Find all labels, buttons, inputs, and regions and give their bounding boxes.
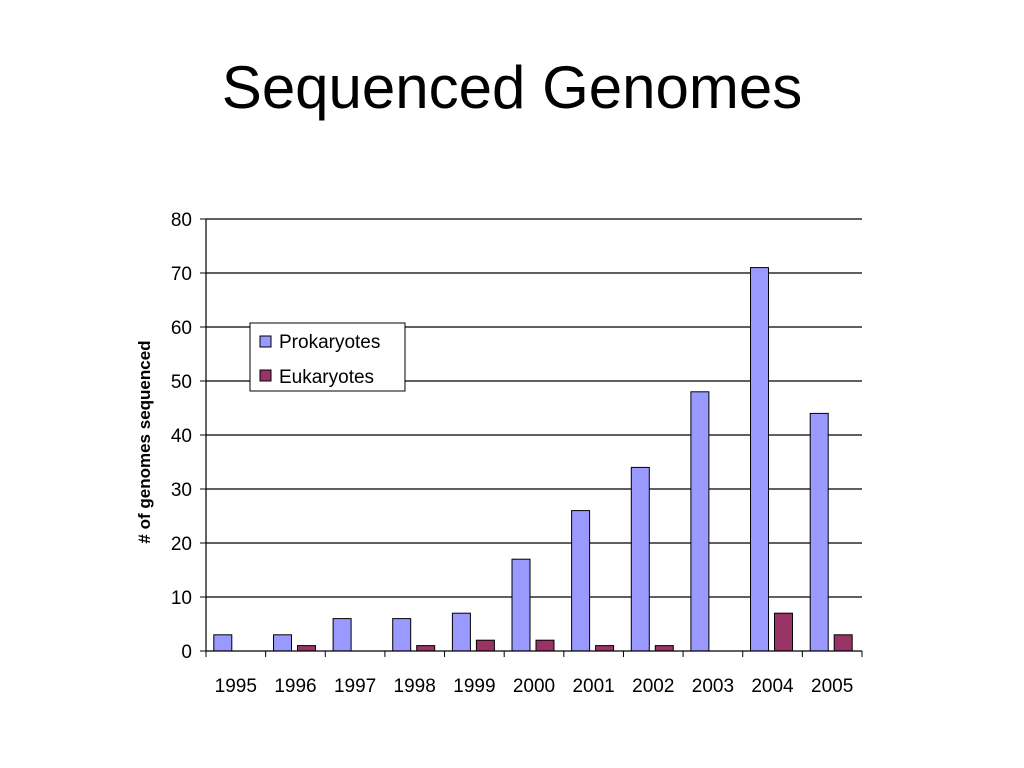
x-tick-label: 1999 — [453, 676, 495, 697]
y-tick-label: 40 — [171, 426, 192, 447]
bar-eukaryotes-1998 — [416, 645, 436, 652]
y-tick-label: 10 — [171, 588, 192, 609]
y-axis-title: # of genomes sequenced — [135, 340, 154, 543]
bar-eukaryotes-2005 — [833, 634, 853, 652]
x-tick-label: 2002 — [632, 676, 674, 697]
bar-prokaryotes-1995 — [213, 634, 233, 652]
bar-eukaryotes-2001 — [595, 645, 615, 652]
bar-prokaryotes-1999 — [451, 612, 471, 652]
bar-prokaryotes-1997 — [332, 618, 352, 652]
bar-prokaryotes-1996 — [273, 634, 292, 652]
legend-label-prokaryotes: Prokaryotes — [279, 332, 380, 353]
legend-swatch-eukaryotes — [259, 369, 272, 382]
y-tick-label: 50 — [171, 372, 192, 393]
x-tick-label: 2001 — [572, 676, 614, 697]
x-tick-label: 2003 — [692, 676, 734, 697]
legend: Prokaryotes Eukaryotes — [249, 322, 406, 392]
bar-eukaryotes-2000 — [535, 639, 555, 652]
bar-prokaryotes-2001 — [571, 510, 591, 652]
x-tick-label: 2004 — [751, 676, 794, 697]
bar-prokaryotes-2005 — [809, 412, 829, 652]
legend-label-eukaryotes: Eukaryotes — [279, 367, 374, 388]
bar-eukaryotes-1996 — [297, 645, 316, 652]
bars — [213, 267, 853, 652]
legend-box — [249, 322, 406, 392]
legend-swatch-prokaryotes — [259, 335, 272, 348]
y-tick-label: 80 — [171, 210, 192, 231]
bar-eukaryotes-2002 — [654, 645, 674, 652]
bar-eukaryotes-2004 — [774, 612, 793, 652]
x-tick-label: 1997 — [334, 676, 376, 697]
x-tick-label: 1995 — [215, 676, 257, 697]
bar-prokaryotes-1998 — [392, 618, 412, 652]
y-tick-label: 30 — [171, 480, 192, 501]
x-tick-label: 1998 — [394, 676, 436, 697]
bar-prokaryotes-2002 — [630, 466, 650, 652]
y-tick-label: 60 — [171, 318, 192, 339]
x-tick-label: 1996 — [274, 676, 316, 697]
x-tick-label: 2005 — [811, 676, 853, 697]
bar-prokaryotes-2004 — [750, 267, 769, 652]
bar-prokaryotes-2003 — [690, 391, 710, 652]
slide-title: Sequenced Genomes — [221, 54, 803, 121]
x-tick-label: 2000 — [513, 676, 555, 697]
y-tick-label: 70 — [171, 264, 192, 285]
bar-prokaryotes-2000 — [511, 558, 531, 652]
bar-eukaryotes-1999 — [475, 639, 495, 652]
x-tick-labels: 1995 1996 1997 1998 1999 2000 2001 2002 2003 2004… — [215, 676, 854, 697]
y-tick-label: 20 — [171, 534, 192, 555]
y-tick-labels: 0 10 20 30 40 50 60 70 80 — [171, 210, 206, 663]
y-tick-label: 0 — [181, 642, 192, 663]
